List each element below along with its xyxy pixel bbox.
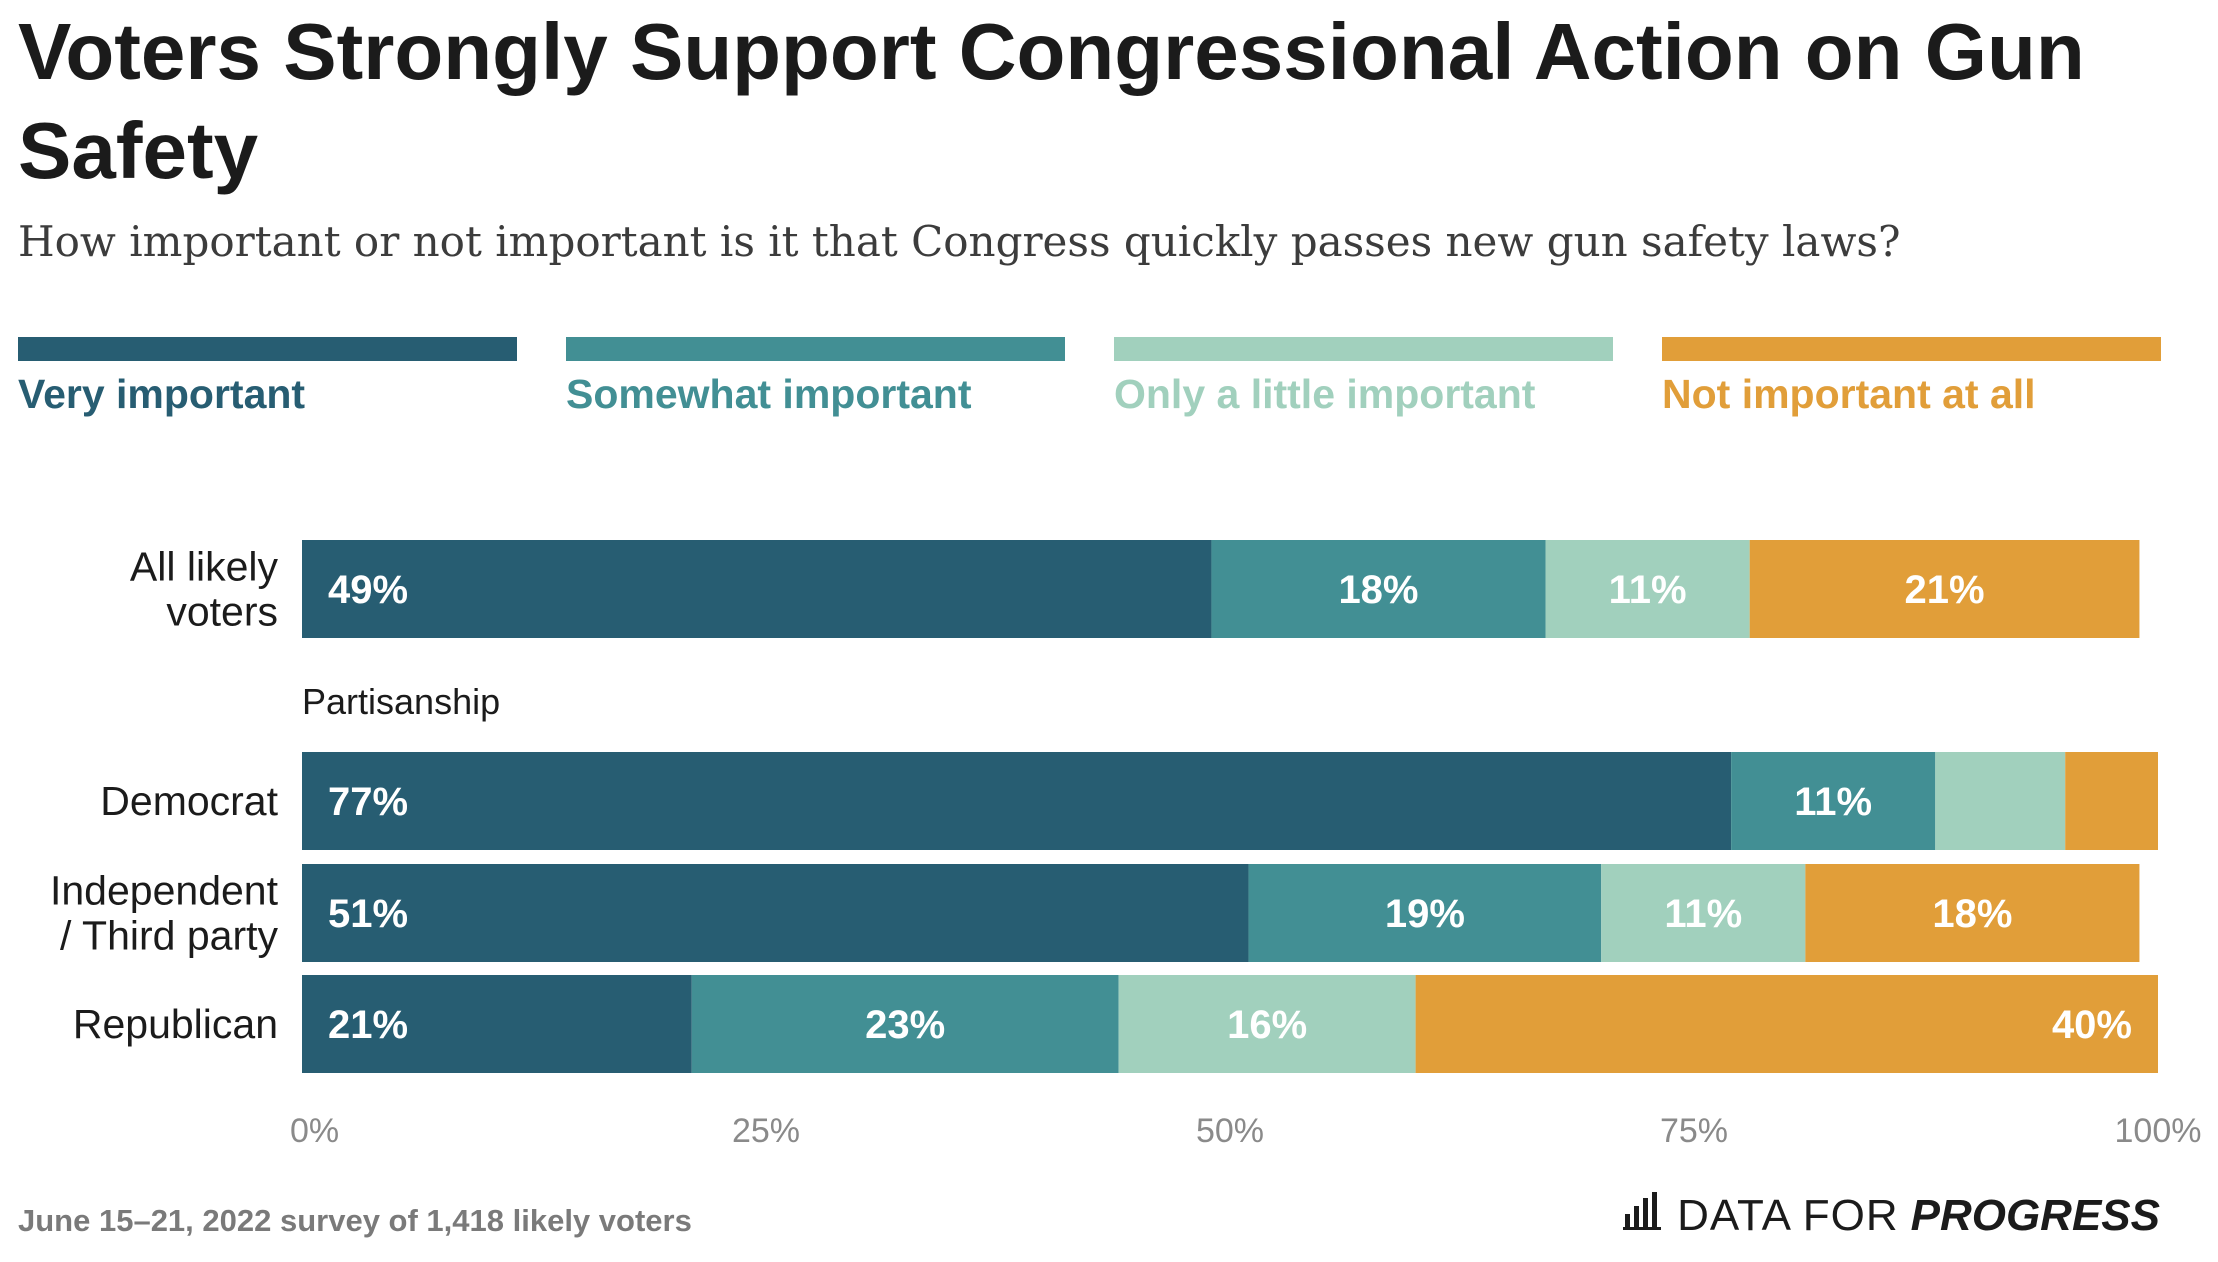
- bar-segment-very-important: [302, 540, 1212, 638]
- row-label: voters: [166, 589, 278, 635]
- data-label: 18%: [1932, 892, 2012, 936]
- bar-segment-somewhat-important: [1211, 540, 1546, 638]
- row-label: / Third party: [60, 913, 278, 959]
- bar-segment-very-important: [302, 975, 692, 1073]
- legend-label-somewhat-important: Somewhat important: [566, 371, 972, 417]
- data-label: 40%: [2052, 1003, 2132, 1047]
- row-label: Independent: [50, 868, 279, 914]
- data-label: 23%: [865, 1003, 945, 1047]
- x-tick-label: 50%: [1196, 1112, 1264, 1150]
- legend-label-not-important-at-all: Not important at all: [1662, 371, 2036, 417]
- brand-text-data-for: DATA FOR: [1677, 1191, 1899, 1240]
- bar-segment-only-a-little-important: [1601, 864, 1806, 962]
- x-tick-label: 25%: [732, 1112, 800, 1150]
- data-label: 77%: [328, 780, 408, 824]
- bar-segment-very-important: [302, 864, 1249, 962]
- survey-footnote: June 15–21, 2022 survey of 1,418 likely …: [18, 1203, 692, 1238]
- bar-segment-only-a-little-important: [1118, 975, 1416, 1073]
- bar-segment-only-a-little-important: [1935, 752, 2066, 850]
- data-label: 21%: [328, 1003, 408, 1047]
- row-label: Democrat: [100, 778, 278, 824]
- bar-segment-not-important-at-all: [2065, 752, 2158, 850]
- row-label: All likely: [130, 544, 279, 590]
- bar-row-democrat: Democrat 77% 11%: [100, 752, 2158, 850]
- bar-segment-not-important-at-all: [1805, 864, 2140, 962]
- bar-segment-not-important-at-all: [1415, 975, 2158, 1073]
- stacked-bar-chart: Very important Somewhat important Only a l…: [18, 337, 2201, 1150]
- data-label: 16%: [1227, 1003, 1307, 1047]
- data-label: 11%: [1794, 780, 1872, 824]
- legend: Very important Somewhat important Only a l…: [18, 337, 2161, 417]
- bar-row-republican: Republican 21% 23% 16% 40%: [73, 975, 2158, 1073]
- data-label: 11%: [1664, 892, 1742, 936]
- legend-swatch-somewhat-important: [566, 337, 1065, 361]
- x-tick-label: 100%: [2115, 1112, 2202, 1150]
- data-label: 21%: [1905, 568, 1985, 612]
- bar-segment-very-important: [302, 752, 1732, 850]
- x-axis: 0% 25% 50% 75% 100%: [290, 1112, 2201, 1150]
- group-label-partisanship: Partisanship: [302, 681, 500, 722]
- legend-swatch-only-a-little-important: [1114, 337, 1613, 361]
- data-label: 11%: [1609, 568, 1687, 612]
- row-label: Republican: [73, 1001, 278, 1047]
- bar-segment-somewhat-important: [1731, 752, 1936, 850]
- brand-text-progress: PROGRESS: [1910, 1191, 2160, 1240]
- data-label: 49%: [328, 568, 408, 612]
- data-label: 19%: [1385, 892, 1465, 936]
- legend-swatch-not-important-at-all: [1662, 337, 2161, 361]
- bar-segment-somewhat-important: [691, 975, 1119, 1073]
- bar-chart-icon: [1623, 1191, 1663, 1241]
- bar-row-independent-third-party: Independent/ Third party 51% 19% 11% 18%: [50, 864, 2140, 962]
- bar-segment-not-important-at-all: [1749, 540, 2140, 638]
- x-tick-label: 0%: [290, 1112, 339, 1150]
- brand-logo: DATA FOR PROGRESS: [1623, 1188, 2160, 1244]
- bar-segment-somewhat-important: [1248, 864, 1602, 962]
- chart-subtitle: How important or not important is it tha…: [18, 217, 1901, 266]
- data-label: 18%: [1338, 568, 1418, 612]
- legend-label-only-a-little-important: Only a little important: [1114, 371, 1536, 417]
- bar-segment-only-a-little-important: [1545, 540, 1750, 638]
- chart-title: Voters Strongly Support Congressional Ac…: [18, 7, 2085, 195]
- data-label: 51%: [328, 892, 408, 936]
- x-tick-label: 75%: [1660, 1112, 1728, 1150]
- legend-swatch-very-important: [18, 337, 517, 361]
- legend-label-very-important: Very important: [18, 371, 305, 417]
